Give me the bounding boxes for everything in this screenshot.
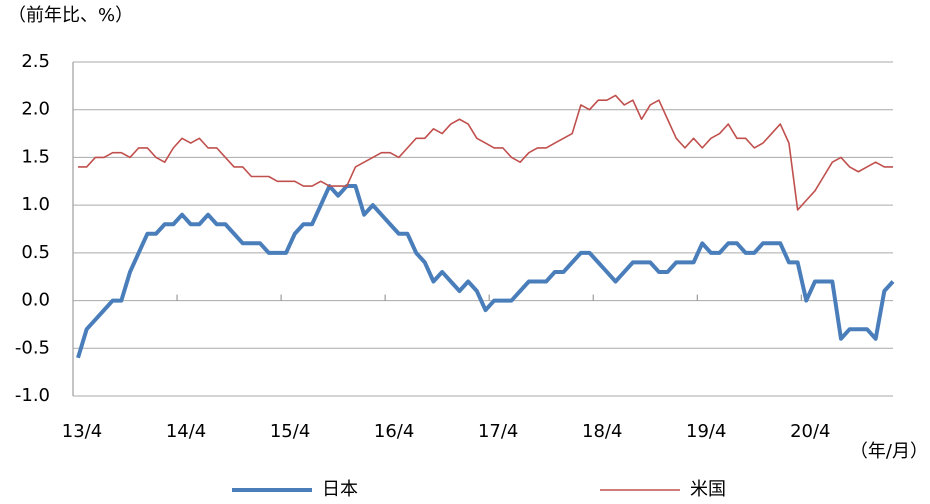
x-tick-label: 18/4 xyxy=(582,421,622,442)
y-tick-label: -1.0 xyxy=(15,385,50,406)
y-tick-label: 0.0 xyxy=(21,290,50,311)
x-tick-label: 14/4 xyxy=(166,421,206,442)
x-tick-label: 19/4 xyxy=(686,421,726,442)
series-line xyxy=(78,94,893,211)
x-tick-label: 20/4 xyxy=(790,421,830,442)
x-tick-label: 13/4 xyxy=(62,421,102,442)
legend-label: 米国 xyxy=(690,479,726,500)
x-tick-label: 16/4 xyxy=(374,421,414,442)
series-line xyxy=(76,184,895,359)
y-tick-label: 1.5 xyxy=(21,146,50,167)
x-tick-label: 17/4 xyxy=(478,421,518,442)
y-tick-label: 2.5 xyxy=(21,51,50,72)
legend-label: 日本 xyxy=(322,479,358,500)
y-axis-label: （前年比、%） xyxy=(8,5,133,26)
y-tick-label: 0.5 xyxy=(21,242,50,263)
y-tick-label: -0.5 xyxy=(15,337,50,358)
y-tick-label: 2.0 xyxy=(21,99,50,120)
y-tick-label: 1.0 xyxy=(21,194,50,215)
x-tick-label: 15/4 xyxy=(270,421,310,442)
x-axis-label: （年/月） xyxy=(850,441,928,462)
